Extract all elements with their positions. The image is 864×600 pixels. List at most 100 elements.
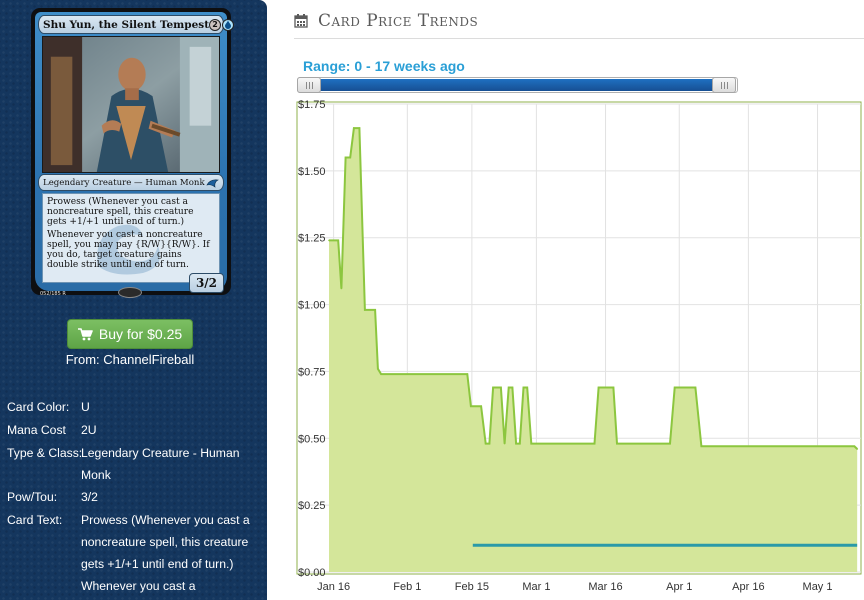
price-point: [856, 448, 858, 450]
price-point: [374, 309, 376, 311]
y-tick-label: $1.75: [298, 99, 326, 111]
set-symbol-icon: [206, 179, 219, 188]
price-area: [329, 128, 858, 572]
detail-label: Mana Cost: [7, 423, 66, 437]
y-tick-label: $0.50: [298, 433, 326, 445]
card-name-bar: Shu Yun, the Silent Tempest 2: [38, 15, 235, 34]
detail-value: Legendary Creature - Human Monk: [81, 446, 240, 482]
price-point: [853, 445, 856, 448]
price-point: [503, 442, 506, 445]
calendar-icon: [294, 14, 308, 28]
detail-value: 2U: [81, 423, 97, 437]
price-point: [377, 368, 379, 370]
price-point: [519, 442, 521, 445]
vendor-source: From: ChannelFireball: [65, 352, 195, 367]
watermark-icon: [97, 224, 161, 275]
x-tick-label: May 1: [803, 581, 833, 593]
y-tick-label: $1.25: [298, 233, 326, 245]
card-name: Shu Yun, the Silent Tempest: [43, 18, 210, 31]
shopping-cart-icon: [77, 327, 93, 340]
section-header: Card Price Trends: [294, 6, 478, 36]
price-line: [329, 127, 858, 450]
card-image: Shu Yun, the Silent Tempest 2: [31, 8, 235, 298]
card-info-panel: Shu Yun, the Silent Tempest 2: [0, 0, 267, 600]
x-tick-label: Jan 16: [317, 581, 350, 593]
price-point: [466, 373, 469, 375]
price-point: [526, 386, 528, 389]
price-point: [597, 386, 600, 389]
y-tick-label: $1.00: [298, 300, 326, 312]
page-title: Card Price Trends: [318, 11, 479, 31]
price-point: [530, 442, 533, 445]
price-point: [358, 127, 361, 129]
price-point: [340, 287, 343, 290]
y-tick-label: $0.25: [298, 500, 326, 512]
card-type-bar: Legendary Creature — Human Monk: [38, 174, 224, 191]
price-point: [480, 405, 482, 408]
detail-value: 3/2: [81, 490, 98, 504]
x-tick-label: Mar 16: [588, 581, 622, 593]
power-toughness-box: 3/2: [189, 273, 224, 293]
range-slider-end-handle[interactable]: [712, 77, 736, 93]
detail-value: U: [81, 400, 90, 414]
price-point: [616, 442, 618, 445]
mana-symbol-generic: 2: [209, 18, 222, 31]
price-point: [669, 442, 671, 445]
card-rules-text: Prowess (Whenever you cast a noncreature…: [42, 193, 220, 283]
price-point: [349, 156, 351, 159]
card-collector-info: 052/185 R: [40, 291, 66, 297]
price-point: [470, 405, 472, 408]
price-trend-chart: $0.00 $0.25 $0.50 $0.75 $1.00 $1.25 $1.50 $1.75…: [296, 99, 862, 593]
card-art: [42, 36, 220, 173]
price-point: [328, 239, 330, 242]
price-point: [353, 127, 355, 129]
price-point: [380, 373, 382, 375]
price-point: [515, 442, 517, 445]
card-rules-line: Prowess (Whenever you cast a noncreature…: [47, 197, 194, 227]
price-point: [593, 442, 596, 445]
card-bottom: 052/185 R 3/2: [38, 273, 224, 303]
buy-button[interactable]: Buy for $0.25: [67, 319, 193, 349]
detail-row-type: Type & Class: Legendary Creature - Human…: [7, 442, 262, 486]
price-point: [700, 445, 703, 448]
mana-symbol-blue-icon: [222, 18, 235, 31]
price-point: [507, 386, 510, 389]
price-point: [484, 442, 487, 445]
header-divider: [294, 38, 864, 39]
x-tick-label: Feb 1: [393, 581, 421, 593]
range-slider[interactable]: [297, 77, 738, 93]
detail-label: Type & Class:: [7, 446, 83, 460]
detail-label: Pow/Tou:: [7, 490, 58, 504]
price-point: [344, 156, 347, 159]
detail-value: Prowess (Whenever you cast a noncreature…: [81, 513, 250, 593]
price-point: [612, 386, 615, 389]
card-frame: Shu Yun, the Silent Tempest 2: [35, 12, 235, 298]
price-point: [492, 386, 494, 389]
card-details: Card Color: U Mana Cost 2U Type & Class:…: [7, 396, 262, 597]
price-point: [337, 239, 339, 242]
card-rules-line: Whenever you cast a noncreature spell, y…: [47, 230, 210, 270]
y-tick-label: $0.00: [298, 567, 326, 579]
y-tick-label: $0.75: [298, 366, 326, 378]
x-tick-label: Feb 15: [455, 581, 489, 593]
detail-row-pow-tou: Pow/Tou: 3/2: [7, 486, 262, 509]
buy-button-label: Buy for $0.25: [98, 326, 183, 342]
range-slider-fill: [306, 79, 726, 91]
price-point: [500, 386, 502, 389]
detail-row-color: Card Color: U: [7, 396, 262, 419]
range-slider-start-handle[interactable]: [297, 77, 321, 93]
price-point: [522, 386, 525, 389]
price-point: [673, 386, 676, 389]
x-tick-label: Apr 16: [732, 581, 764, 593]
detail-row-card-text: Card Text: Prowess (Whenever you cast a …: [7, 509, 262, 597]
x-tick-label: Apr 1: [666, 581, 692, 593]
detail-label: Card Text:: [7, 513, 63, 527]
price-point: [511, 386, 514, 389]
range-label: Range: 0 - 17 weeks ago: [303, 58, 465, 74]
price-point: [364, 309, 366, 311]
detail-row-mana-cost: Mana Cost 2U: [7, 419, 262, 442]
x-tick-label: Mar 1: [522, 581, 550, 593]
detail-label: Card Color:: [7, 400, 70, 414]
price-point: [694, 386, 697, 389]
price-point: [488, 442, 491, 445]
